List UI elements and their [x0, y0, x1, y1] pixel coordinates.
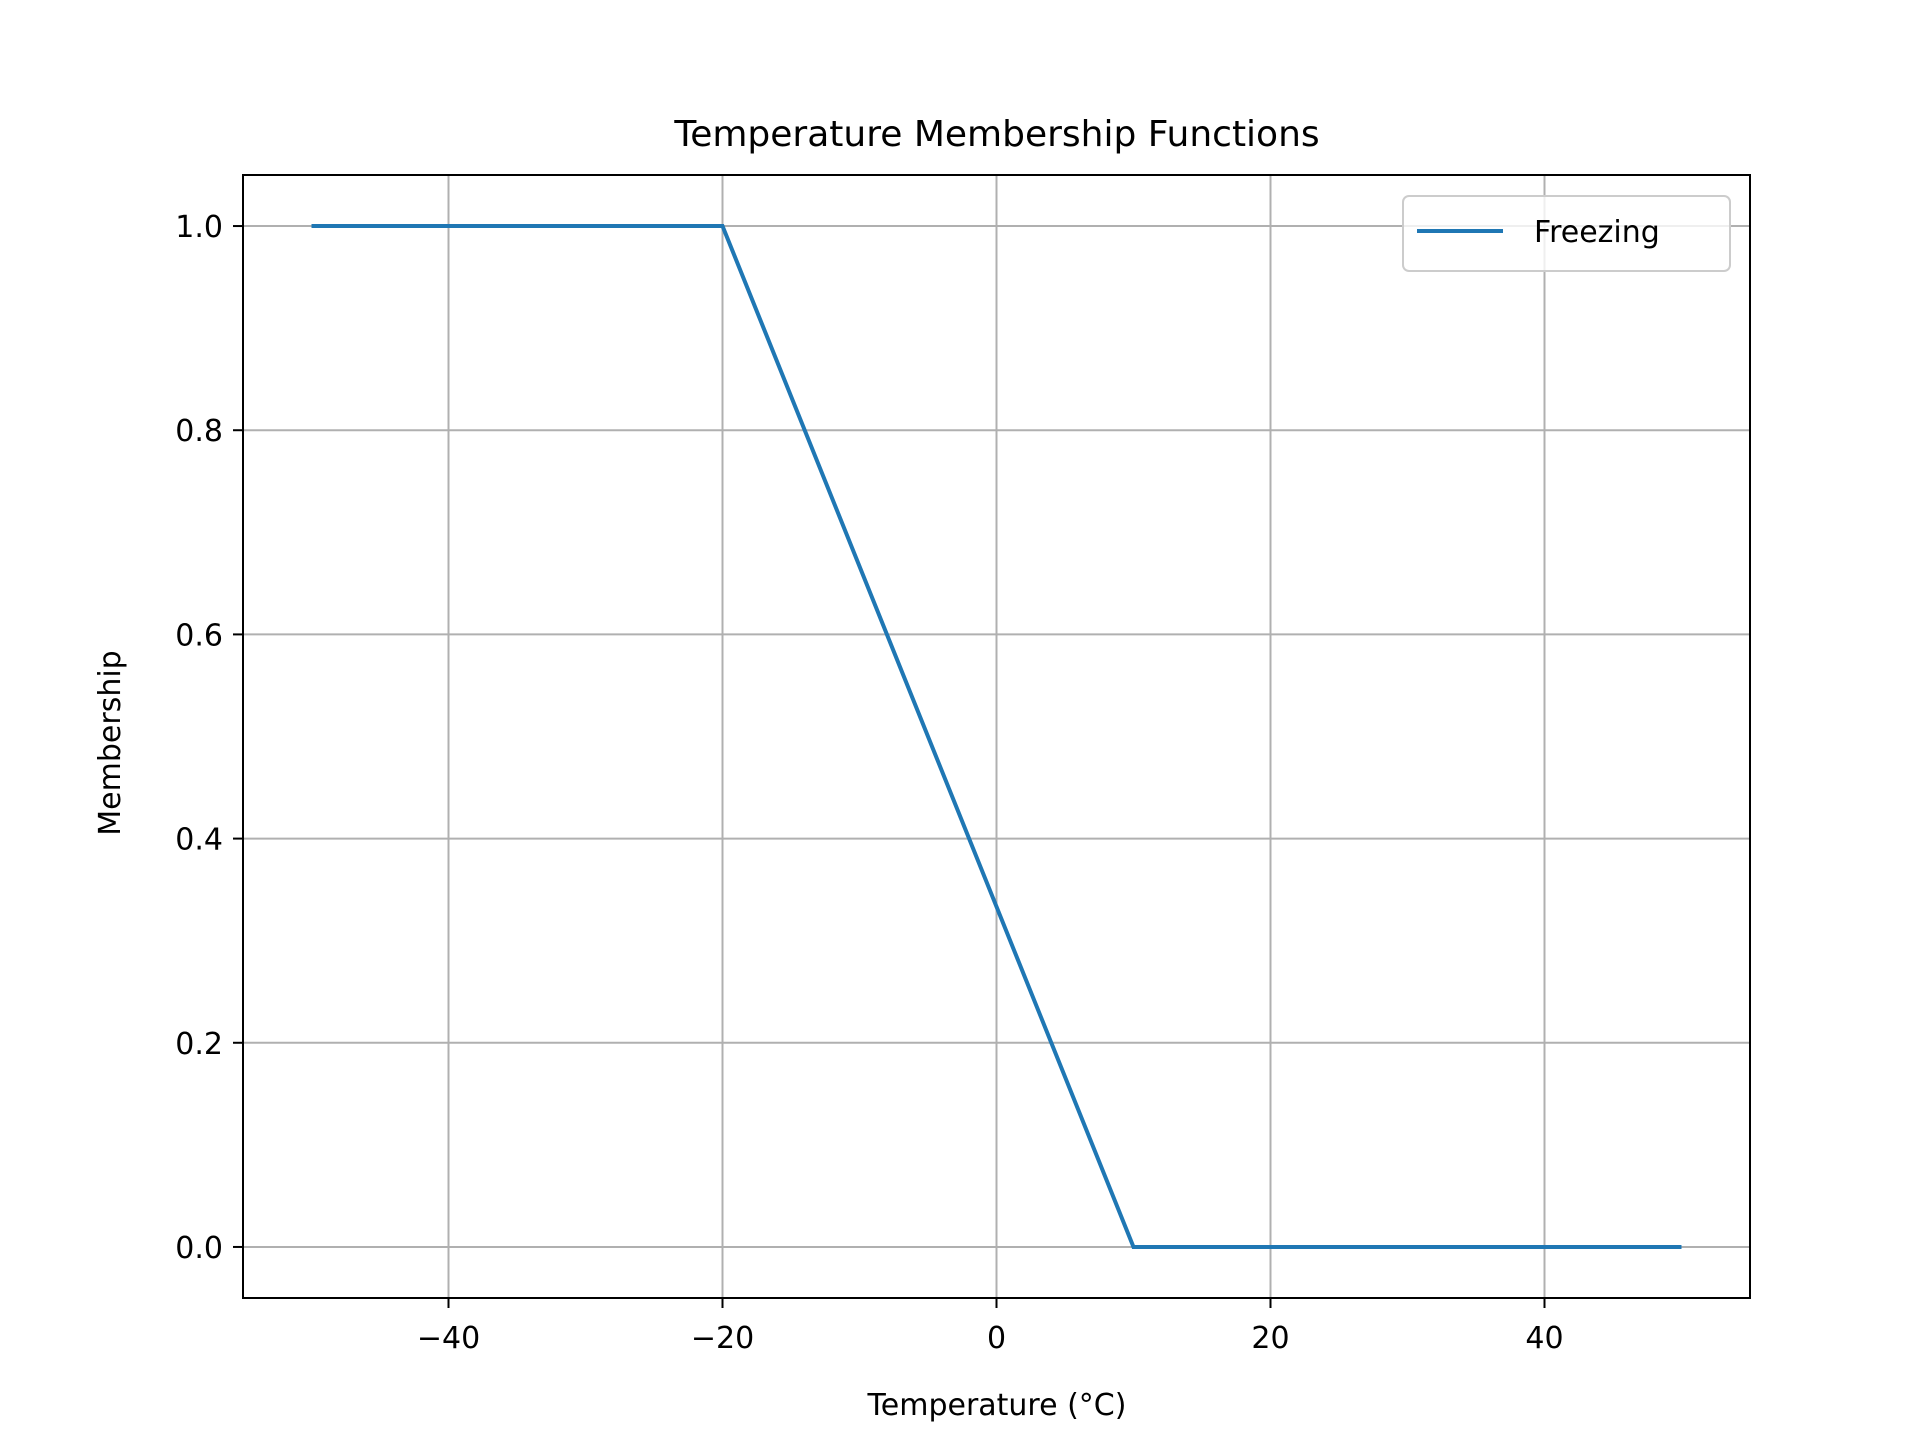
y-tick-label: 1.0 [175, 210, 223, 245]
y-tick-label: 0.4 [175, 823, 223, 858]
ticks-layer: −40 −20 0 20 40 0.0 0.2 0.4 0.6 0.8 1.0 [175, 210, 1563, 1356]
y-tick-label: 0.0 [175, 1231, 223, 1266]
x-axis-label: Temperature (°C) [867, 1388, 1127, 1423]
y-tick-label: 0.2 [175, 1027, 223, 1062]
legend: Freezing [1402, 195, 1731, 272]
series-line-freezing [311, 224, 1682, 1249]
series-layer [311, 224, 1682, 1249]
y-tick-label: 0.8 [175, 414, 223, 449]
y-axis-label: Membership [93, 650, 128, 835]
x-tick-label: −20 [691, 1321, 754, 1356]
y-tick-label: 0.6 [175, 618, 223, 653]
legend-label-freezing: Freezing [1534, 215, 1660, 250]
chart-title: Temperature Membership Functions [673, 114, 1319, 155]
x-tick-label: 0 [987, 1321, 1006, 1356]
legend-box [1402, 195, 1731, 272]
x-tick-label: 20 [1251, 1321, 1289, 1356]
x-tick-label: −40 [417, 1321, 480, 1356]
x-tick-label: 40 [1525, 1321, 1563, 1356]
